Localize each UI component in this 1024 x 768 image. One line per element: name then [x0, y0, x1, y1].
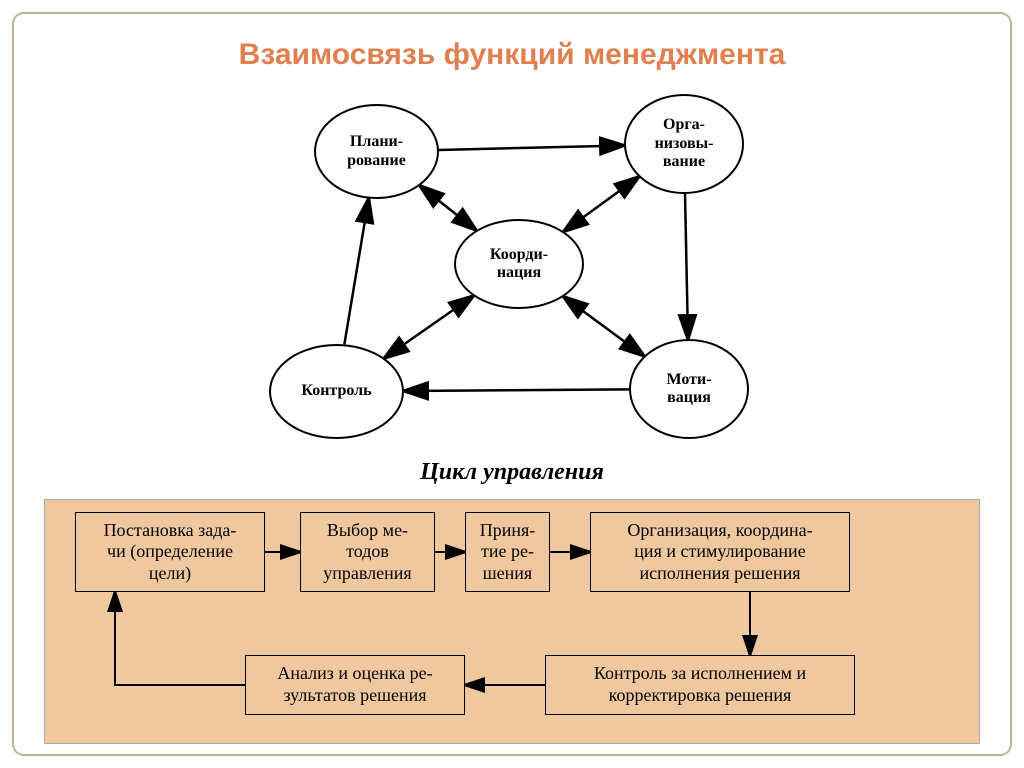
flow-box-b6: Анализ и оценка ре-зультатов решения — [245, 655, 465, 715]
circle-diagram: Плани-рование Орга-низовы-вание Коорди-нац… — [194, 89, 854, 449]
flow-box-b3: Приня-тие ре-шения — [465, 512, 550, 592]
subtitle: Цикл управления — [14, 459, 1010, 486]
flow-container: Постановка зада-чи (определениецели) Выбо… — [44, 499, 980, 744]
node-motivation: Моти-вация — [629, 339, 749, 439]
node-coordination: Коорди-нация — [454, 219, 584, 309]
flow-box-b5: Контроль за исполнением икорректировка р… — [545, 655, 855, 715]
flow-box-b4: Организация, координа-ция и стимулирован… — [590, 512, 850, 592]
flow-box-b1: Постановка зада-чи (определениецели) — [75, 512, 265, 592]
slide-frame: Взаимосвязь функций менеджмента Плани-ро… — [12, 12, 1012, 756]
node-planning: Плани-рование — [314, 104, 439, 199]
flow-box-b2: Выбор ме-тодовуправления — [300, 512, 435, 592]
node-control: Контроль — [269, 344, 404, 439]
page-title: Взаимосвязь функций менеджмента — [14, 38, 1010, 72]
node-organizing: Орга-низовы-вание — [624, 94, 744, 194]
